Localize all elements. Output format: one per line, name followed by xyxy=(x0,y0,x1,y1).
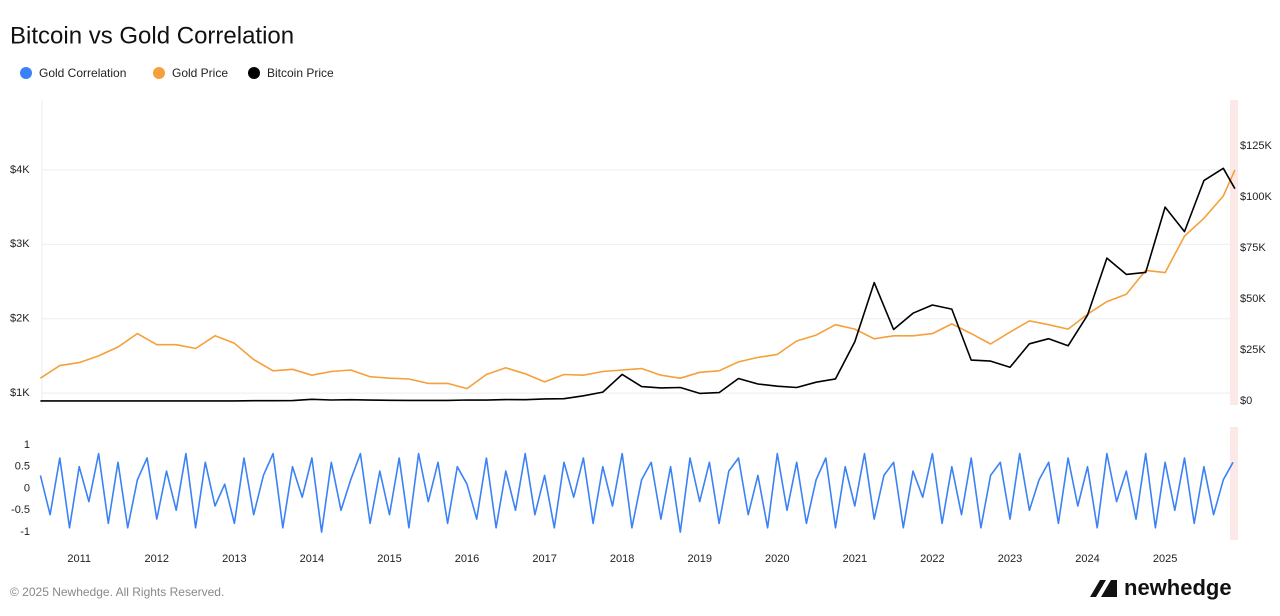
x-tick-label: 2019 xyxy=(687,553,711,565)
y-tick-label: 0.5 xyxy=(15,461,30,473)
y-tick-label: 1 xyxy=(24,439,30,451)
x-tick-label: 2024 xyxy=(1075,553,1099,565)
y-tick-label: $4K xyxy=(10,164,30,176)
y-tick-label: $3K xyxy=(10,238,30,250)
y2-tick-label: $75K xyxy=(1240,242,1266,254)
x-tick-label: 2016 xyxy=(455,553,479,565)
y2-tick-label: $125K xyxy=(1240,140,1272,152)
series-line xyxy=(39,169,1236,390)
chart-title: Bitcoin vs Gold Correlation xyxy=(10,22,294,49)
x-tick-label: 2022 xyxy=(920,553,944,565)
x-tick-label: 2025 xyxy=(1153,553,1177,565)
legend-swatch xyxy=(20,67,32,79)
y2-tick-label: $25K xyxy=(1240,344,1266,356)
brand-mark xyxy=(1090,580,1117,597)
y2-tick-label: $100K xyxy=(1240,191,1272,203)
x-tick-label: 2017 xyxy=(532,553,556,565)
y-tick-label: $2K xyxy=(10,313,30,325)
legend-swatch xyxy=(153,67,165,79)
x-tick-label: 2023 xyxy=(998,553,1022,565)
y2-tick-label: $0 xyxy=(1240,395,1252,407)
price-panel xyxy=(42,100,1238,405)
legend-label: Gold Correlation xyxy=(39,66,126,80)
x-tick-label: 2011 xyxy=(67,553,91,565)
y-tick-label: $1K xyxy=(10,387,30,399)
copyright: © 2025 Newhedge. All Rights Reserved. xyxy=(10,585,224,599)
x-tick-label: 2021 xyxy=(843,553,867,565)
range-marker xyxy=(1230,100,1238,405)
legend-swatch xyxy=(248,67,260,79)
brand-name: newhedge xyxy=(1124,575,1232,600)
brand-logo: newhedge xyxy=(1090,575,1232,600)
x-tick-label: 2020 xyxy=(765,553,789,565)
y2-tick-label: $50K xyxy=(1240,293,1266,305)
series-line xyxy=(40,167,1236,402)
legend-label: Bitcoin Price xyxy=(267,66,334,80)
y-tick-label: 0 xyxy=(24,482,30,494)
x-tick-label: 2014 xyxy=(300,553,324,565)
x-tick-label: 2018 xyxy=(610,553,634,565)
x-tick-label: 2012 xyxy=(145,553,169,565)
series-line xyxy=(39,452,1234,533)
range-marker xyxy=(1230,427,1238,540)
legend-label: Gold Price xyxy=(172,66,228,80)
x-tick-label: 2013 xyxy=(222,553,246,565)
y-tick-label: -0.5 xyxy=(11,504,30,516)
y-tick-label: -1 xyxy=(20,526,30,538)
x-tick-label: 2015 xyxy=(377,553,401,565)
